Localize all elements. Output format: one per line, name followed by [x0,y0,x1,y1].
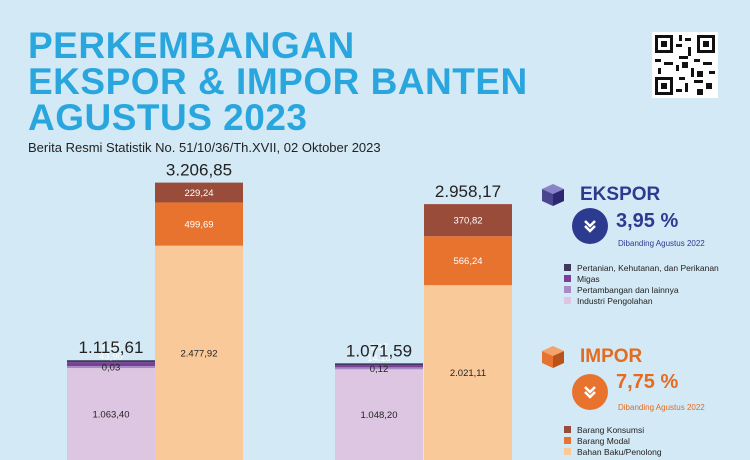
cube-icon [542,184,564,206]
bar-segment [67,360,155,363]
segment-value-label: 0,03 [102,363,121,374]
legend-label: Migas [577,273,600,284]
bar-segment [335,367,423,370]
segment-value-label: 43,90 [99,352,123,363]
bar-segment [67,366,155,369]
impor-legend: Barang Konsumsi Barang Modal Bahan Baku/… [564,424,662,457]
ekspor-header: EKSPOR [540,182,660,208]
impor-change-badge [572,374,608,410]
segment-value-label: 0,12 [370,364,389,375]
title-line: PERKEMBANGAN [28,25,355,66]
legend-item: Barang Konsumsi [564,424,662,435]
ekspor-legend: Pertanian, Kehutanan, dan Perikanan Miga… [564,262,719,306]
qr-code-icon [652,32,718,98]
segment-value-label: 1.063,40 [93,410,130,421]
legend-item: Barang Modal [564,435,662,446]
impor-title: IMPOR [580,346,643,367]
title-line: EKSPOR & IMPOR BANTEN [28,61,528,102]
segment-value-label: 2.021,11 [450,368,486,379]
bar-segment [155,245,243,460]
legend-swatch [564,286,571,293]
legend-item: Migas [564,273,719,284]
legend-swatch [564,297,571,304]
legend-swatch [564,448,571,455]
bar-segment [424,285,512,460]
segment-value-label: 14,10 [367,353,391,364]
cube-icon [542,346,564,368]
subtitle: Berita Resmi Statistik No. 51/10/36/Th.X… [28,140,381,155]
legend-label: Bahan Baku/Penolong [577,446,662,457]
double-chevron-down-icon [584,386,596,399]
ekspor-pct: 3,95 % [616,210,679,232]
title-line: AGUSTUS 2023 [28,97,308,138]
segment-value-label: 566,24 [453,256,482,267]
segment-value-label: 370,82 [453,216,482,227]
bar-segment [155,182,243,203]
legend-label: Industri Pengolahan [577,295,653,306]
double-chevron-down-icon [584,220,596,233]
ekspor-change-badge [572,208,608,244]
legend-swatch [564,426,571,433]
legend-item: Industri Pengolahan [564,295,719,306]
bar-segment [67,368,155,460]
bar-total-label: 1.115,61 [79,338,144,357]
segment-value-label: 8,28 [102,341,121,352]
legend-label: Barang Modal [577,435,630,446]
segment-value-label: 499,69 [184,220,213,231]
ekspor-note: Dibanding Agustus 2022 [618,239,705,248]
legend-item: Bahan Baku/Penolong [564,446,662,457]
ekspor-title: EKSPOR [580,184,661,205]
bar-segment [424,204,512,237]
legend-swatch [564,437,571,444]
segment-value-label: 229,24 [184,188,213,199]
bar-segment [335,369,423,460]
impor-pct: 7,75 % [616,371,679,393]
impor-note: Dibanding Agustus 2022 [618,403,705,412]
legend-swatch [564,264,571,271]
bar-segment [67,362,155,367]
bar-segment [155,202,243,246]
impor-header: IMPOR [540,344,642,370]
bar-segment [424,236,512,286]
bar-total-label: 2.958,17 [435,182,501,201]
legend-item: Pertanian, Kehutanan, dan Perikanan [564,262,719,273]
segment-value-label: 2.477,92 [181,348,218,359]
bar-total-label: 3.206,85 [166,161,232,180]
legend-label: Barang Konsumsi [577,424,645,435]
legend-item: Pertambangan dan lainnya [564,284,719,295]
segment-value-label: 9,17 [370,342,389,353]
legend-label: Pertanian, Kehutanan, dan Perikanan [577,262,719,273]
segment-value-label: 1.048,20 [361,410,398,421]
bar-segment [335,365,423,368]
bar-segment [335,363,423,366]
legend-swatch [564,275,571,282]
bar-total-label: 1.071,59 [346,341,412,360]
legend-label: Pertambangan dan lainnya [577,284,679,295]
page-title: PERKEMBANGAN EKSPOR & IMPOR BANTEN AGUST… [28,25,528,138]
